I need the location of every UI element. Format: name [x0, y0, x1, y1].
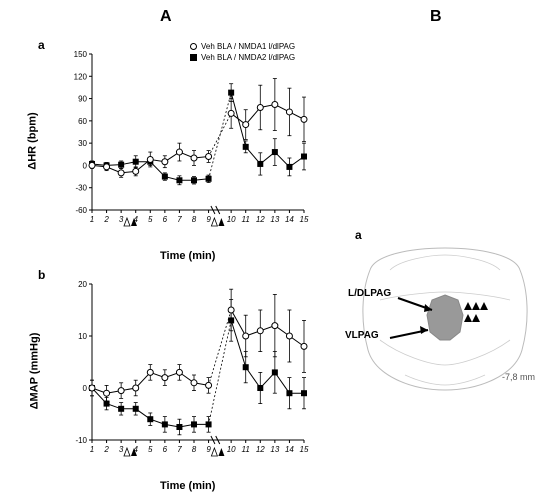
bregma-caption: -7,8 mm: [502, 372, 535, 382]
svg-text:2: 2: [103, 215, 109, 224]
svg-text:-10: -10: [75, 436, 87, 445]
chart-hr-svg: -60-300306090120150123456789101112131415: [60, 48, 310, 238]
ldlpag-label: L/DLPAG: [348, 288, 391, 299]
pag-region: [427, 295, 463, 340]
svg-text:14: 14: [285, 215, 294, 224]
chart-map-ylabel: ΔMAP (mmHg): [28, 333, 40, 410]
svg-text:9: 9: [206, 445, 211, 454]
svg-text:3: 3: [119, 215, 124, 224]
sub-b-label: b: [38, 268, 45, 282]
injection-markers: [464, 302, 488, 322]
svg-text:20: 20: [78, 280, 87, 289]
svg-text:10: 10: [227, 445, 236, 454]
svg-text:150: 150: [74, 50, 88, 59]
svg-text:5: 5: [148, 445, 153, 454]
chart-hr-xlabel: Time (min): [160, 250, 215, 262]
svg-text:15: 15: [300, 215, 309, 224]
svg-text:9: 9: [206, 215, 211, 224]
svg-text:11: 11: [242, 445, 250, 454]
svg-text:11: 11: [242, 215, 250, 224]
svg-text:3: 3: [119, 445, 124, 454]
svg-text:13: 13: [270, 215, 279, 224]
sub-a-label: a: [38, 38, 45, 52]
svg-text:30: 30: [78, 139, 87, 148]
svg-text:6: 6: [163, 215, 168, 224]
svg-text:7: 7: [177, 215, 182, 224]
chart-map-svg: -1001020123456789101112131415: [60, 278, 310, 468]
panel-b-label: B: [430, 8, 442, 26]
svg-text:12: 12: [256, 445, 265, 454]
chart-map-xlabel: Time (min): [160, 480, 215, 492]
svg-text:5: 5: [148, 215, 153, 224]
svg-text:60: 60: [78, 117, 87, 126]
svg-text:-30: -30: [75, 184, 87, 193]
svg-text:120: 120: [74, 72, 88, 81]
svg-text:15: 15: [300, 445, 309, 454]
svg-text:8: 8: [192, 215, 197, 224]
svg-text:10: 10: [227, 215, 236, 224]
panel-a-label: A: [160, 8, 172, 26]
chart-map: -1001020123456789101112131415: [60, 278, 310, 468]
svg-text:0: 0: [83, 384, 88, 393]
svg-text:0: 0: [83, 161, 88, 170]
svg-text:14: 14: [285, 445, 294, 454]
svg-text:13: 13: [270, 445, 279, 454]
chart-hr: -60-300306090120150123456789101112131415: [60, 48, 310, 238]
svg-text:2: 2: [103, 445, 109, 454]
svg-text:6: 6: [163, 445, 168, 454]
svg-text:12: 12: [256, 215, 265, 224]
svg-text:-60: -60: [75, 206, 87, 215]
chart-hr-ylabel: ΔHR (bpm): [27, 112, 39, 169]
svg-text:10: 10: [78, 332, 87, 341]
svg-text:1: 1: [90, 445, 94, 454]
svg-text:7: 7: [177, 445, 182, 454]
svg-text:1: 1: [90, 215, 94, 224]
svg-text:90: 90: [78, 95, 87, 104]
svg-text:8: 8: [192, 445, 197, 454]
vlpag-label: VLPAG: [345, 330, 379, 341]
